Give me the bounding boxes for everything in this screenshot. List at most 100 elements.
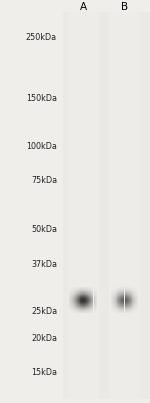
Bar [73,298,74,299]
Bar [78,287,79,288]
Bar [80,305,81,306]
Bar [84,292,85,293]
Bar [79,295,80,296]
Bar [76,303,77,304]
Bar [95,310,96,311]
Bar [133,310,134,311]
Bar [131,288,132,289]
Bar [77,308,78,309]
Bar [79,309,80,310]
Bar [134,310,135,311]
Bar [79,296,80,297]
Bar [131,303,132,304]
Bar [129,290,130,291]
Bar [73,293,74,294]
Bar [75,289,76,290]
Bar [112,290,113,291]
Bar [74,307,75,308]
Bar [134,305,135,306]
Bar [130,295,131,296]
Text: 100kDa: 100kDa [26,142,57,151]
Bar [85,305,86,306]
Bar [77,310,78,311]
Bar [92,293,93,294]
Bar [73,304,74,305]
Bar [112,308,113,309]
Bar [80,296,81,297]
Bar [80,295,81,296]
Bar [116,287,117,288]
Bar [121,306,122,307]
Bar [81,306,82,307]
Bar [115,293,116,294]
Bar [73,295,74,296]
Bar [95,304,96,305]
Bar [90,289,91,290]
Bar [126,303,127,304]
Bar [116,303,117,304]
Bar [94,300,95,301]
Bar [96,304,97,305]
Bar [134,298,135,299]
Bar [117,288,118,289]
Bar [125,300,126,301]
Bar [118,302,119,303]
Bar [116,294,117,295]
Bar [87,299,88,300]
Bar [90,288,91,289]
Bar [93,292,94,293]
Bar [77,304,78,305]
Bar [84,296,85,297]
Bar [131,306,132,307]
Bar [130,309,131,310]
Bar [123,297,124,298]
Bar [120,302,121,303]
Bar [116,305,117,306]
Bar [86,296,87,297]
Bar [124,306,125,307]
Bar [95,294,96,295]
Bar [72,290,73,291]
Bar [70,302,71,303]
Bar [129,287,130,288]
Bar [77,296,78,297]
Bar [76,302,77,303]
Bar [125,309,126,310]
Bar [80,299,81,300]
Bar [96,300,97,301]
Bar [92,300,93,301]
Bar [132,287,133,288]
Bar [83,301,84,302]
Bar [111,294,112,295]
Bar [125,296,126,297]
Bar [85,304,86,305]
Bar [80,294,81,295]
Bar [114,289,115,290]
Bar [123,298,124,299]
Bar [115,305,116,306]
Bar [124,298,125,299]
Bar [75,303,76,304]
Bar [126,295,127,296]
Bar [122,310,123,311]
Bar [73,303,74,304]
Bar [92,310,93,311]
Bar [123,305,124,306]
Bar [134,300,135,301]
Bar [115,310,116,311]
Bar [82,305,83,306]
Bar [126,301,127,302]
Bar [72,309,73,310]
Bar [82,289,83,290]
Bar [88,297,89,298]
Bar [114,292,115,293]
Bar [71,291,72,292]
Bar [122,297,123,298]
Bar [118,295,119,296]
Bar [128,291,129,292]
Bar [72,299,73,300]
Bar [131,310,132,311]
Bar [92,303,93,304]
Bar [69,307,70,308]
Bar [132,294,133,295]
